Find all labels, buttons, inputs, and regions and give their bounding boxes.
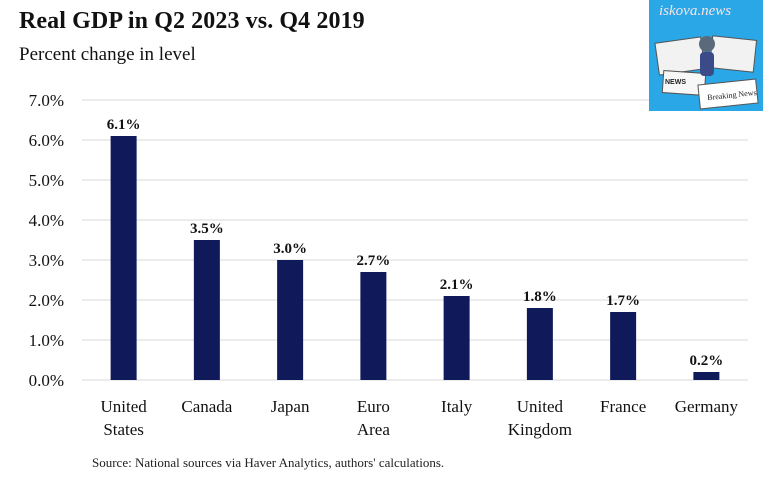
data-label: 0.2%	[690, 353, 724, 369]
y-tick-label: 5.0%	[29, 171, 64, 190]
x-category-label: Canada	[181, 397, 232, 416]
data-label: 3.0%	[273, 241, 307, 257]
data-label: 1.7%	[606, 293, 640, 309]
site-logo: iskova.news NEWS Breaking News	[649, 0, 763, 111]
data-label: 1.8%	[523, 289, 557, 305]
bar	[526, 308, 553, 380]
y-tick-label: 2.0%	[29, 291, 64, 310]
data-label: 6.1%	[107, 117, 141, 133]
chart-subtitle: Percent change in level	[19, 44, 196, 65]
y-tick-label: 6.0%	[29, 131, 64, 150]
bar	[110, 136, 137, 380]
chart-title: Real GDP in Q2 2023 vs. Q4 2019	[19, 8, 365, 34]
y-tick-label: 3.0%	[29, 251, 64, 270]
logo-text: iskova.news	[659, 3, 732, 19]
data-label: 3.5%	[190, 221, 224, 237]
data-label: 2.1%	[440, 277, 474, 293]
x-category-label: Italy	[441, 397, 473, 416]
x-category-label: France	[600, 397, 646, 416]
x-category-label: Area	[357, 420, 390, 439]
bar	[360, 272, 387, 380]
y-tick-label: 1.0%	[29, 331, 64, 350]
y-tick-label: 4.0%	[29, 211, 64, 230]
bar	[693, 372, 720, 380]
y-tick-label: 7.0%	[29, 91, 64, 110]
x-category-label: Euro	[357, 397, 390, 416]
bar	[277, 260, 304, 380]
newspaper-icon: NEWS Breaking News	[654, 35, 759, 110]
data-label: 2.7%	[357, 253, 391, 269]
source-note: Source: National sources via Haver Analy…	[92, 455, 445, 470]
bar	[193, 240, 220, 380]
x-category-label: Japan	[271, 397, 310, 416]
bar	[610, 312, 637, 380]
x-category-label: Kingdom	[508, 420, 572, 439]
paper-headline-1: NEWS	[665, 79, 686, 86]
x-category-label: United	[100, 397, 147, 416]
y-tick-label: 0.0%	[29, 371, 64, 390]
x-category-label: States	[103, 420, 144, 439]
x-category-label: Germany	[675, 397, 739, 416]
x-category-label: United	[517, 397, 564, 416]
bar	[443, 296, 470, 380]
